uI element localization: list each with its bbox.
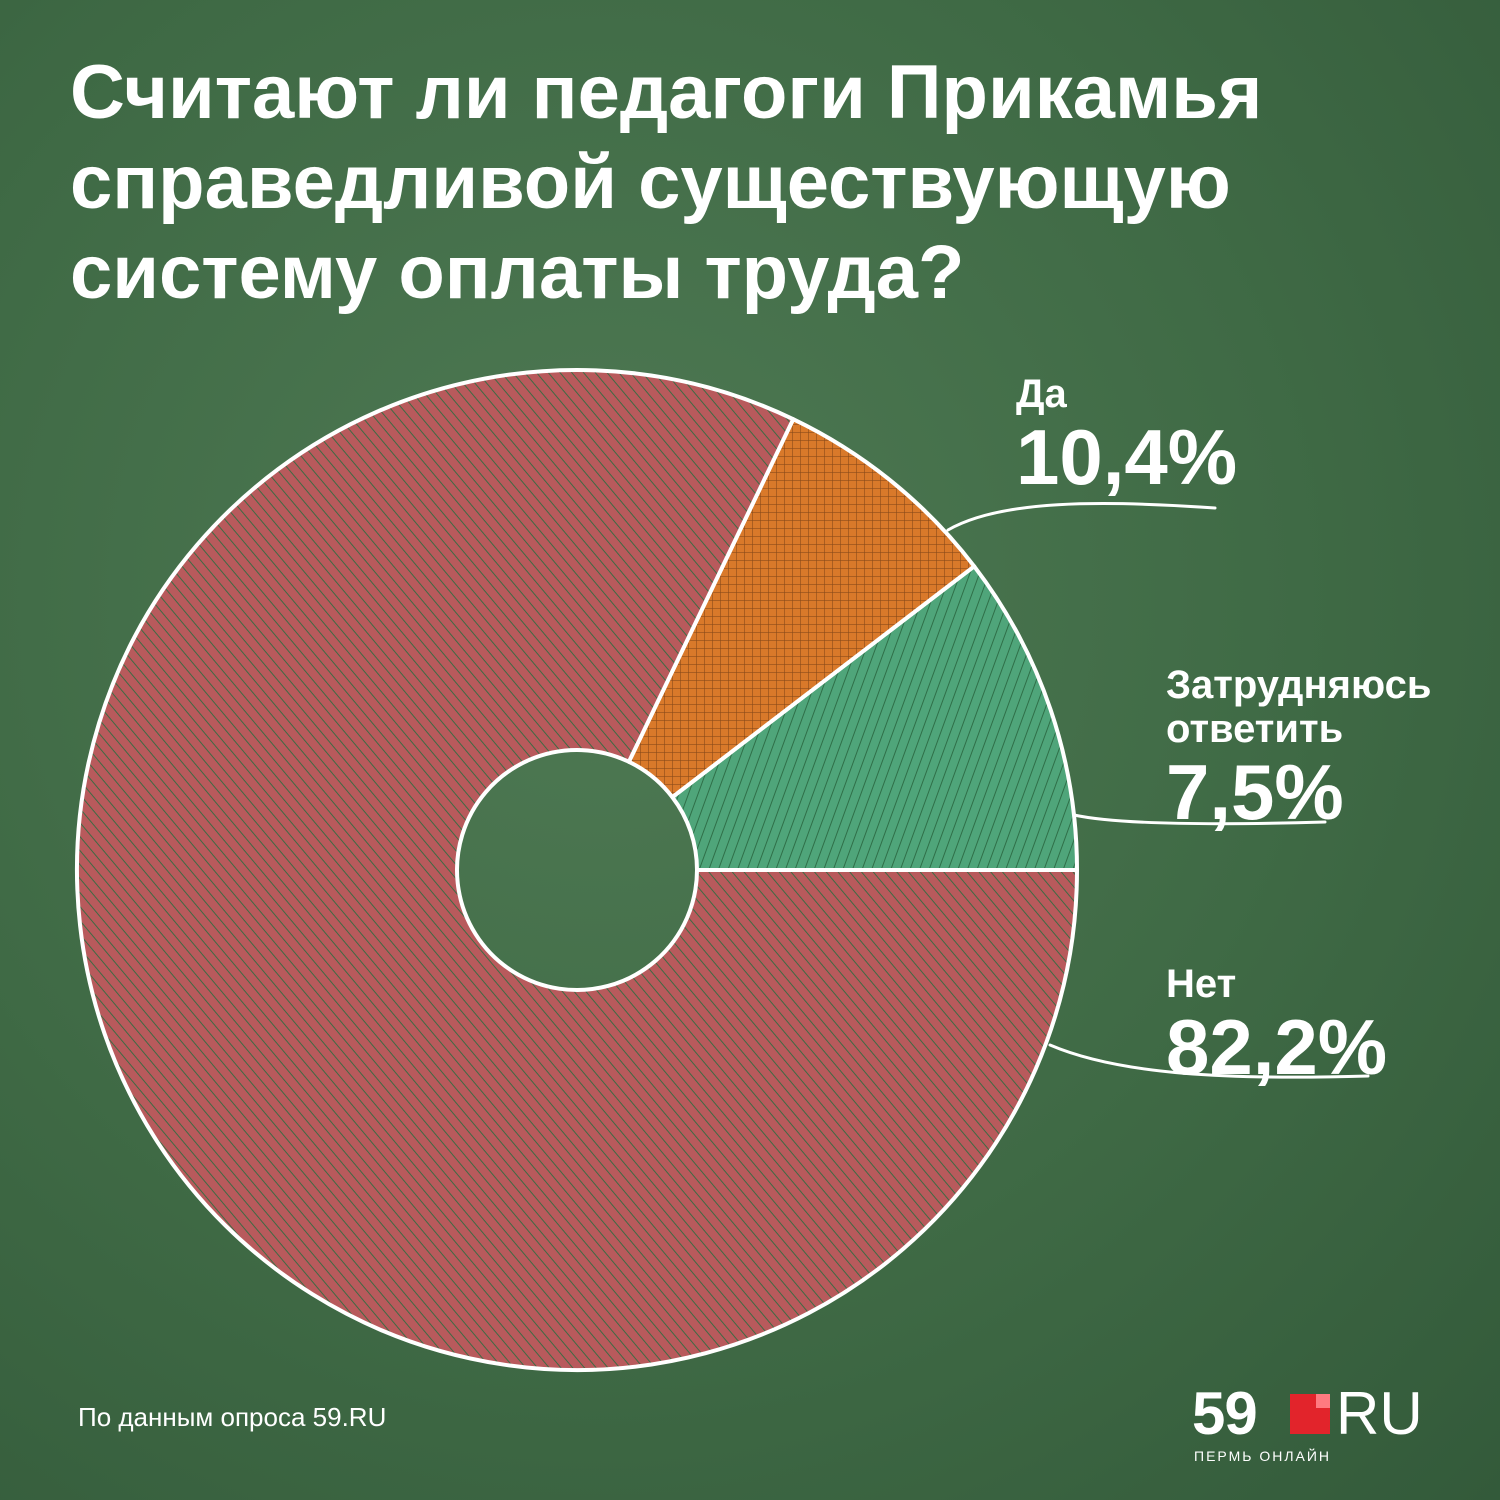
label-no-name: Нет [1166, 962, 1237, 1006]
label-no: Нет 82,2% [1166, 962, 1387, 1088]
leader-line-unsure [1072, 813, 1327, 826]
label-yes: Да 10,4% [1016, 372, 1237, 498]
title-line-2: справедливой существующую [70, 140, 1231, 225]
label-unsure: Затрудняюсь ответить 7,5% [1166, 663, 1431, 833]
title-line-3: систему оплаты труда? [70, 230, 965, 315]
label-no-value: 82,2% [1166, 1003, 1388, 1091]
label-unsure-name-line2: ответить [1166, 707, 1344, 751]
label-unsure-value: 7,5% [1166, 748, 1344, 836]
chart-title: Считают ли педагоги Прикамья справедливо… [70, 48, 1370, 318]
label-yes-value: 10,4% [1016, 413, 1238, 501]
logo: 59 RU ПЕРМЬ ОНЛАЙН [1192, 1384, 1432, 1474]
logo-subtitle: ПЕРМЬ ОНЛАЙН [1194, 1448, 1332, 1464]
leader-line-no [1048, 1043, 1370, 1079]
label-unsure-name-line1: Затрудняюсь [1166, 663, 1432, 707]
title-line-1: Считают ли педагоги Прикамья [70, 50, 1263, 135]
leader-line-yes [946, 501, 1217, 532]
logo-square-icon [1290, 1394, 1330, 1434]
slice-unsure [626, 417, 977, 800]
slice-yes [670, 564, 1079, 872]
logo-number: 59 [1192, 1380, 1258, 1447]
slice-no [75, 368, 1079, 1372]
logo-domain: RU [1336, 1380, 1423, 1447]
label-yes-name: Да [1016, 372, 1067, 416]
source-note: По данным опроса 59.RU [78, 1402, 387, 1432]
